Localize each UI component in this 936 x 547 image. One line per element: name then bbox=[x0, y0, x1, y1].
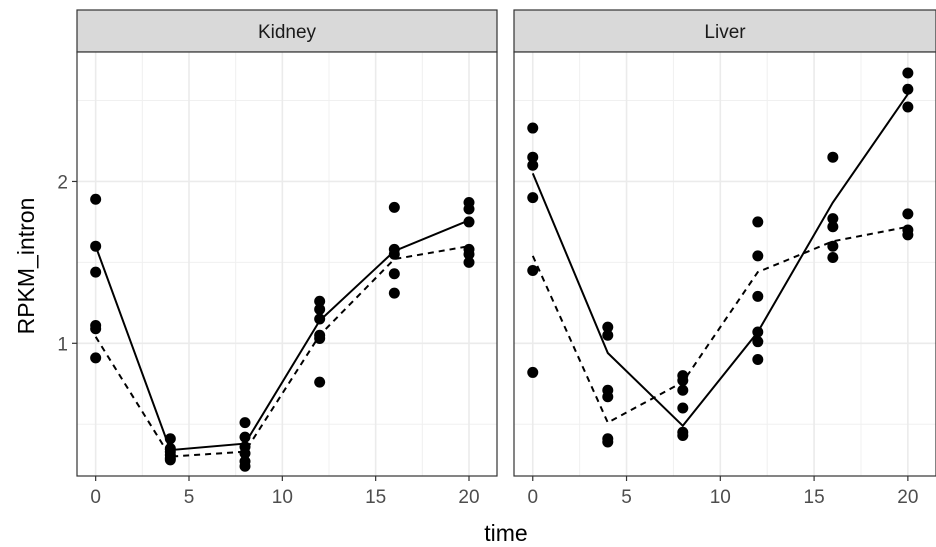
data-point bbox=[314, 303, 326, 315]
data-point bbox=[752, 216, 764, 228]
facet-strip bbox=[76, 9, 498, 53]
data-point bbox=[164, 433, 176, 445]
data-point bbox=[463, 248, 475, 260]
data-point bbox=[314, 313, 326, 325]
data-point bbox=[677, 375, 689, 387]
data-point bbox=[602, 321, 614, 333]
data-point bbox=[902, 208, 914, 220]
data-point bbox=[827, 213, 839, 225]
data-point bbox=[527, 122, 539, 134]
data-point bbox=[527, 192, 539, 204]
data-point bbox=[752, 336, 764, 348]
data-point bbox=[527, 366, 539, 378]
data-point bbox=[90, 240, 102, 252]
facet-strip-label: Liver bbox=[704, 22, 746, 43]
data-point bbox=[527, 159, 539, 171]
data-point bbox=[90, 352, 102, 364]
data-point bbox=[527, 151, 539, 163]
dashed-fit-line bbox=[94, 245, 470, 458]
x-tick-label: 15 bbox=[804, 487, 825, 508]
data-point bbox=[239, 447, 251, 459]
data-point bbox=[752, 326, 764, 338]
data-point bbox=[752, 353, 764, 365]
data-point bbox=[239, 417, 251, 429]
panel-background bbox=[77, 52, 497, 476]
solid-fit-line bbox=[531, 93, 909, 428]
x-tick-label: 5 bbox=[621, 487, 632, 508]
panel-liver: Liver 0 5 10 15 20 bbox=[513, 9, 936, 508]
panel-border bbox=[76, 51, 498, 477]
dashed-fit-line bbox=[531, 225, 909, 424]
data-point bbox=[388, 268, 400, 280]
data-point bbox=[902, 229, 914, 241]
data-point bbox=[388, 248, 400, 260]
x-tick-label: 0 bbox=[527, 487, 538, 508]
data-point bbox=[90, 193, 102, 205]
panel-border bbox=[513, 51, 936, 477]
data-point bbox=[239, 460, 251, 472]
data-point bbox=[827, 240, 839, 252]
y-tick-label: 2 bbox=[57, 172, 68, 193]
data-point bbox=[602, 436, 614, 448]
data-point bbox=[527, 264, 539, 276]
data-point bbox=[602, 391, 614, 403]
data-point bbox=[752, 290, 764, 302]
data-point bbox=[677, 402, 689, 414]
x-axis-title: time bbox=[484, 520, 527, 546]
x-tick-label: 10 bbox=[272, 487, 293, 508]
data-point bbox=[314, 376, 326, 388]
data-point bbox=[314, 332, 326, 344]
facet-strip bbox=[513, 9, 936, 53]
y-axis-title: RPKM_intron bbox=[13, 198, 39, 335]
y-tick-label: 1 bbox=[57, 334, 68, 355]
data-point bbox=[164, 454, 176, 466]
panel-background bbox=[514, 52, 936, 476]
x-tick-label: 20 bbox=[897, 487, 918, 508]
data-point bbox=[388, 287, 400, 299]
facet-strip-label: Kidney bbox=[258, 22, 317, 43]
data-point bbox=[463, 216, 475, 228]
x-tick-label: 15 bbox=[365, 487, 386, 508]
data-point bbox=[90, 323, 102, 335]
solid-fit-line bbox=[94, 219, 470, 452]
data-point bbox=[902, 67, 914, 79]
data-point bbox=[463, 256, 475, 268]
data-point bbox=[388, 201, 400, 213]
panels-layer: Kidney 0 5 10 15 20 1 2 Liver 0 5 10 15 20 bbox=[57, 9, 936, 508]
x-tick-label: 5 bbox=[184, 487, 195, 508]
x-tick-label: 20 bbox=[458, 487, 479, 508]
data-point bbox=[314, 295, 326, 307]
data-point bbox=[827, 151, 839, 163]
data-point bbox=[90, 266, 102, 278]
data-point bbox=[902, 101, 914, 113]
data-point bbox=[463, 203, 475, 215]
x-tick-label: 10 bbox=[710, 487, 731, 508]
data-point bbox=[677, 384, 689, 396]
data-point bbox=[602, 329, 614, 341]
data-point bbox=[677, 430, 689, 442]
data-point bbox=[827, 252, 839, 264]
data-point bbox=[827, 221, 839, 233]
x-tick-label: 0 bbox=[90, 487, 101, 508]
data-point bbox=[902, 83, 914, 95]
data-point bbox=[752, 250, 764, 262]
panel-kidney: Kidney 0 5 10 15 20 1 2 bbox=[57, 9, 498, 508]
data-point bbox=[239, 431, 251, 443]
